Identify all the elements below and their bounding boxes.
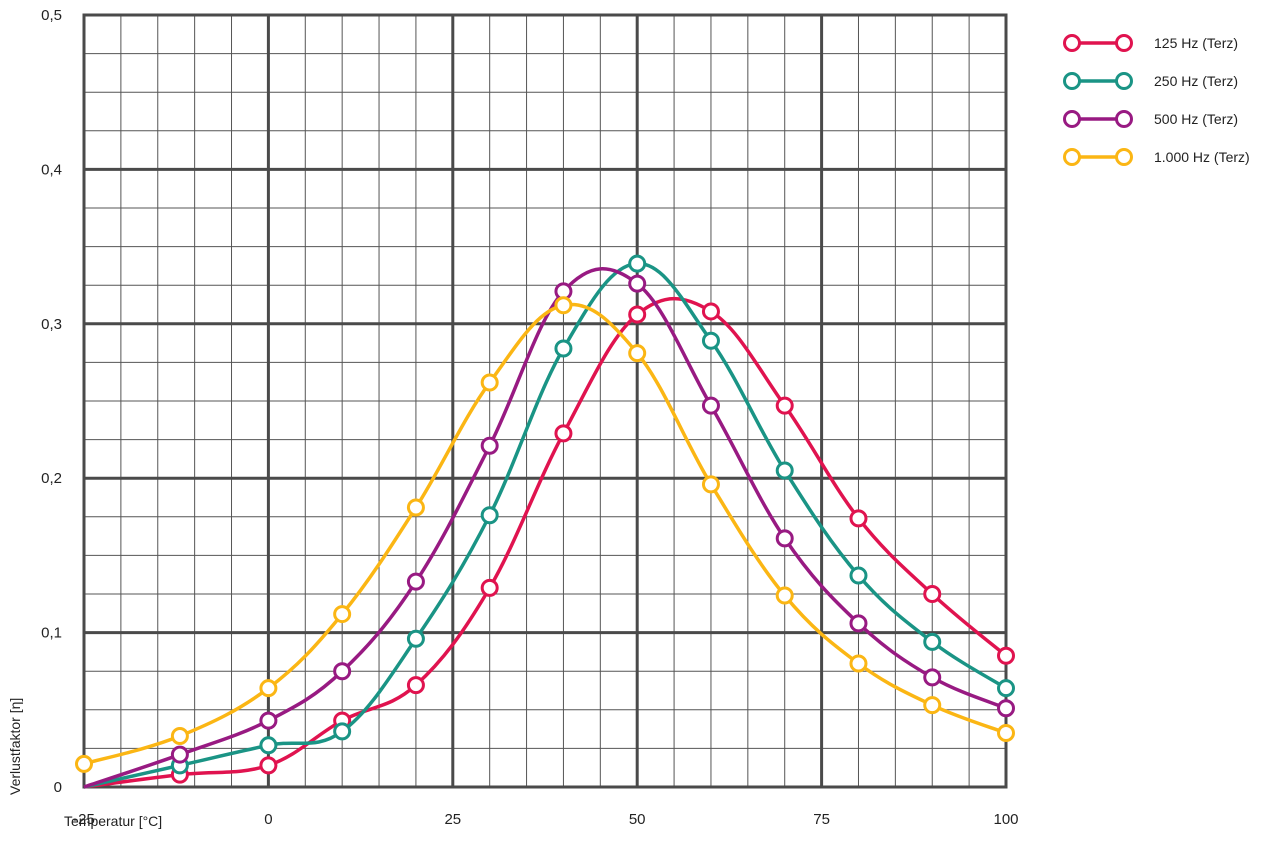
legend-item: 1.000 Hz (Terz) — [1063, 148, 1250, 166]
data-point — [997, 646, 1015, 665]
data-point — [333, 722, 352, 741]
legend-marker — [1063, 110, 1081, 128]
data-point — [775, 529, 794, 548]
data-point — [849, 654, 868, 673]
data-point — [406, 629, 425, 648]
data-point — [701, 475, 720, 494]
legend-label: 500 Hz (Terz) — [1154, 111, 1238, 127]
legend-label: 1.000 Hz (Terz) — [1154, 149, 1250, 165]
legend-marker — [1115, 110, 1133, 128]
series-3 — [83, 267, 1015, 789]
data-point — [923, 668, 942, 687]
data-point — [170, 745, 189, 764]
data-point — [628, 344, 647, 363]
data-point — [170, 727, 189, 746]
data-point — [997, 723, 1015, 742]
data-point — [259, 756, 278, 775]
data-point — [259, 679, 278, 698]
series-line — [83, 302, 1007, 766]
data-point — [775, 461, 794, 480]
data-point — [701, 396, 720, 415]
legend-marker — [1063, 148, 1081, 166]
legend-label: 250 Hz (Terz) — [1154, 73, 1238, 89]
grid — [82, 13, 1008, 789]
data-point — [997, 699, 1015, 718]
series-line — [83, 261, 1007, 789]
data-point — [333, 605, 352, 624]
legend-marker — [1115, 34, 1133, 52]
y-tick-label: 0,2 — [41, 470, 62, 487]
data-point — [923, 696, 942, 715]
data-point — [923, 585, 942, 603]
data-point — [75, 754, 93, 773]
y-axis-ticks: 0 0,1 0,2 0,3 0,4 0,5 — [41, 7, 62, 796]
data-point — [480, 373, 499, 392]
series-1 — [83, 296, 1015, 789]
data-point — [480, 436, 499, 455]
x-tick-label: -25 — [73, 811, 95, 828]
y-tick-label: 0,1 — [41, 625, 62, 642]
x-tick-label: 50 — [629, 811, 646, 828]
data-point — [259, 711, 278, 730]
y-axis-title: Verlustfaktor [η] — [7, 698, 23, 795]
data-point — [554, 424, 573, 443]
legend-marker — [1063, 34, 1081, 52]
legend-item: 125 Hz (Terz) — [1063, 34, 1238, 52]
series-2 — [83, 254, 1015, 789]
legend-item: 500 Hz (Terz) — [1063, 110, 1238, 128]
series-line — [83, 296, 1008, 789]
x-axis-title: Temperatur [°C] — [64, 813, 162, 829]
legend-marker — [1063, 72, 1081, 90]
data-point — [997, 679, 1015, 698]
data-point — [849, 566, 868, 585]
y-tick-label: 0,5 — [41, 7, 62, 24]
plot-frame — [82, 13, 1008, 789]
x-tick-label: 25 — [444, 811, 461, 828]
data-point — [480, 506, 499, 525]
data-point — [406, 498, 425, 517]
x-tick-label: 0 — [264, 811, 272, 828]
series-layer — [75, 254, 1015, 789]
data-point — [406, 676, 425, 695]
x-tick-label: 75 — [813, 811, 830, 828]
y-tick-label: 0,3 — [41, 316, 62, 333]
legend: 125 Hz (Terz) 250 Hz (Terz) 500 Hz (Terz) 1… — [1063, 34, 1250, 166]
data-point — [628, 274, 647, 293]
legend-label: 125 Hz (Terz) — [1154, 35, 1238, 51]
data-point — [701, 331, 720, 350]
data-point — [480, 578, 499, 597]
data-point — [406, 572, 425, 591]
y-tick-label: 0,4 — [41, 161, 62, 178]
x-axis-ticks: -25 0 25 50 75 100 — [73, 811, 1018, 828]
data-point — [849, 614, 868, 633]
data-point — [628, 305, 647, 324]
data-point — [775, 396, 794, 415]
data-point — [333, 662, 352, 681]
data-point — [775, 586, 794, 605]
data-point — [923, 632, 942, 651]
data-point — [849, 509, 868, 528]
legend-item: 250 Hz (Terz) — [1063, 72, 1238, 90]
data-point — [554, 296, 573, 315]
y-tick-label: 0 — [54, 779, 62, 796]
data-point — [259, 736, 278, 755]
data-point — [701, 302, 720, 321]
legend-marker — [1115, 72, 1133, 90]
legend-marker — [1115, 148, 1133, 166]
data-point — [554, 339, 573, 358]
data-point — [628, 254, 647, 273]
x-tick-label: 100 — [993, 811, 1018, 828]
series-4 — [75, 296, 1015, 773]
